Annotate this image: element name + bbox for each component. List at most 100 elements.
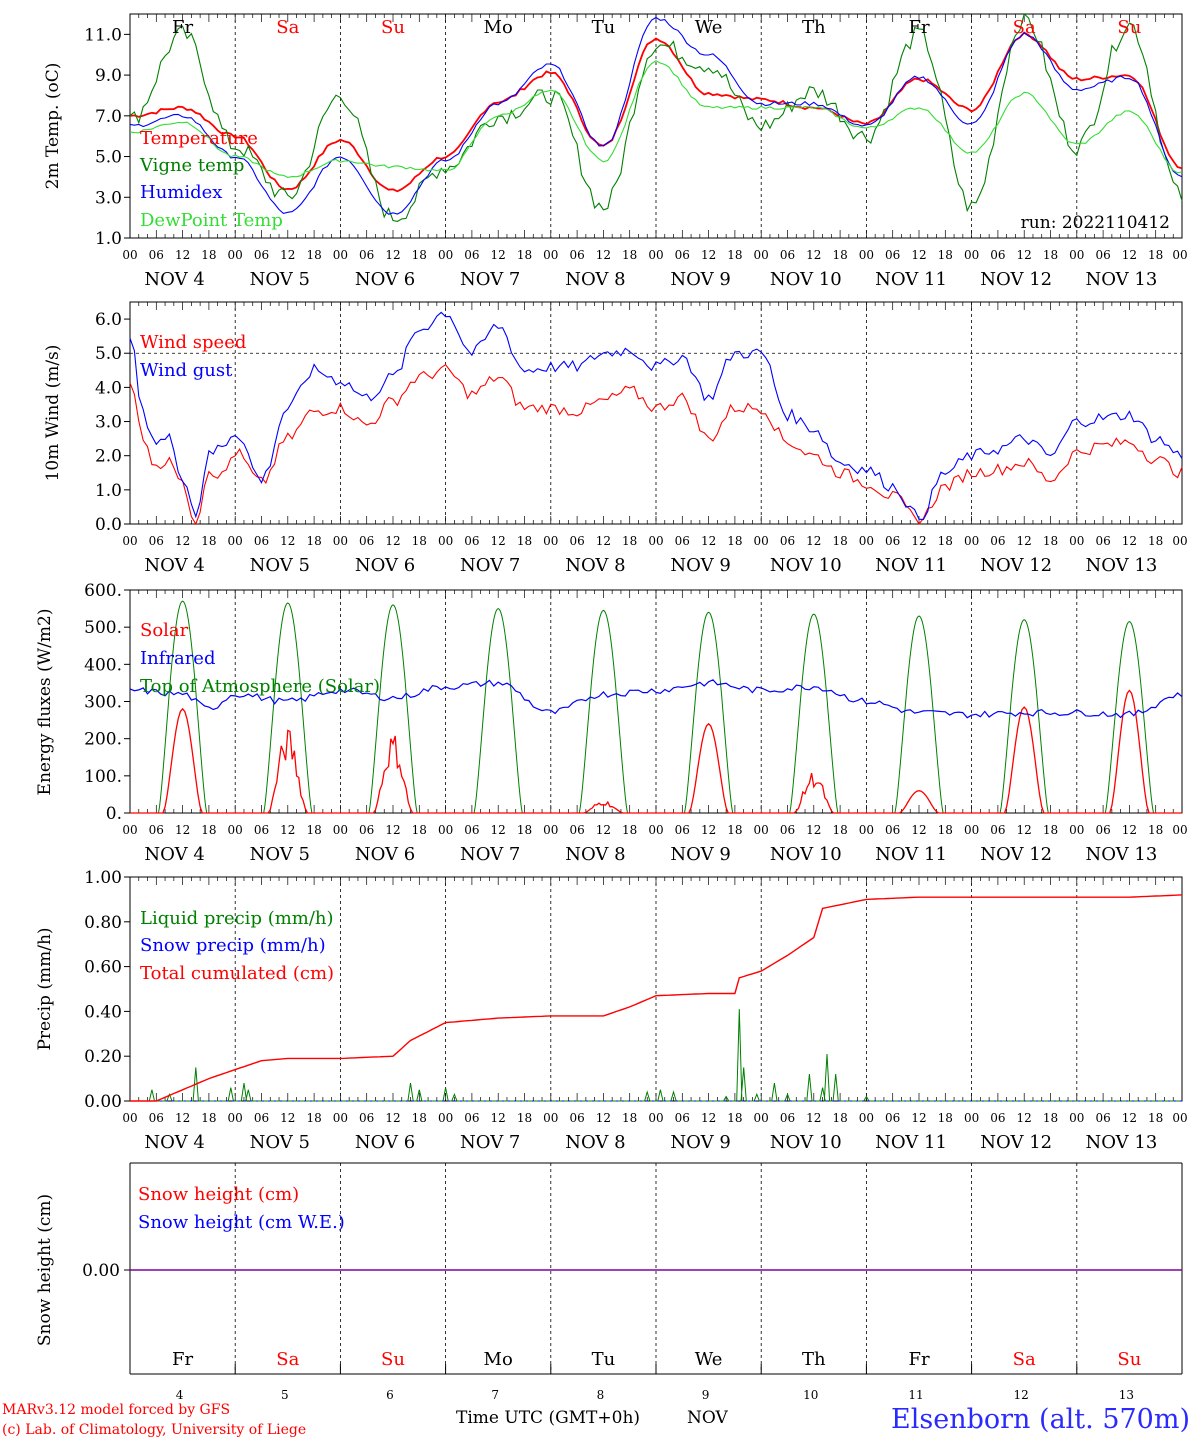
hour-tick-label: 00 xyxy=(1172,1111,1187,1125)
hour-tick-label: 12 xyxy=(175,1111,190,1125)
series-line xyxy=(129,16,1183,215)
hour-tick-label: 06 xyxy=(254,248,269,262)
footer-model: MARv3.12 model forced by GFS xyxy=(2,1402,230,1418)
hour-tick-label: 12 xyxy=(911,248,926,262)
footer-copyright: (c) Lab. of Climatology, University of L… xyxy=(2,1422,306,1438)
legend-solar: Solar xyxy=(140,620,189,641)
date-label: NOV 9 xyxy=(670,844,730,865)
series-line xyxy=(129,311,1183,521)
ytick-label: 1.0 xyxy=(95,481,122,501)
hour-tick-label: 18 xyxy=(306,248,321,262)
toa-curve xyxy=(894,615,944,814)
legend-vigne-temp: Vigne temp xyxy=(139,155,244,176)
hour-tick-label: 12 xyxy=(806,823,821,837)
day-name-label: Tu xyxy=(592,1349,616,1370)
hour-tick-label: 18 xyxy=(306,534,321,548)
hour-tick-label: 12 xyxy=(1122,1111,1137,1125)
wind-series xyxy=(129,311,1183,526)
date-label: NOV 11 xyxy=(875,555,947,576)
hour-tick-label: 18 xyxy=(1148,534,1163,548)
hour-tick-label: 12 xyxy=(596,534,611,548)
ytick-label: 5.0 xyxy=(95,344,122,364)
day-name-label: Sa xyxy=(1013,17,1036,38)
temp-day-labels: Fr Sa Su Mo Tu We Th Fr Sa Su xyxy=(172,17,1141,38)
ytick-label: 3.0 xyxy=(95,413,122,433)
hour-tick-label: 18 xyxy=(517,248,532,262)
temp-ylabel: 2m Temp. (oC) xyxy=(43,63,63,190)
hour-tick-label: 12 xyxy=(1017,823,1032,837)
legend-temperature: Temperature xyxy=(140,128,258,149)
hour-tick-label: 18 xyxy=(622,823,637,837)
hour-tick-label: 06 xyxy=(990,534,1005,548)
date-label: NOV 10 xyxy=(770,555,842,576)
hour-tick-label: 18 xyxy=(622,1111,637,1125)
hour-tick-label: 06 xyxy=(464,248,479,262)
footer: MARv3.12 model forced by GFS (c) Lab. of… xyxy=(2,1402,1190,1438)
snow-ytick-label: 0.00 xyxy=(82,1261,120,1281)
day-name-label: Su xyxy=(381,1349,405,1370)
date-label: NOV 8 xyxy=(565,269,625,290)
hour-tick-label: 00 xyxy=(1172,823,1187,837)
toa-curve xyxy=(473,608,523,814)
hour-tick-label: 18 xyxy=(1148,823,1163,837)
hour-tick-label: 12 xyxy=(1122,823,1137,837)
hour-tick-label: 00 xyxy=(438,1111,453,1125)
date-label: NOV 13 xyxy=(1085,555,1157,576)
ytick-label: 0.00 xyxy=(84,1092,122,1112)
day-name-label: Fr xyxy=(908,1349,929,1370)
date-label: NOV 6 xyxy=(355,844,415,865)
date-label: NOV 13 xyxy=(1085,844,1157,865)
hour-tick-label: 12 xyxy=(701,1111,716,1125)
date-label: NOV 5 xyxy=(250,555,310,576)
date-label: NOV 4 xyxy=(144,1132,204,1153)
hour-tick-label: 18 xyxy=(938,534,953,548)
hour-tick-label: 18 xyxy=(727,248,742,262)
precip-ylabel: Precip (mm/h) xyxy=(35,927,55,1050)
day-number-label: 5 xyxy=(281,1388,289,1402)
ytick-label: 7.0 xyxy=(95,107,122,127)
hour-tick-label: 00 xyxy=(122,823,137,837)
date-label: NOV 12 xyxy=(980,269,1052,290)
hour-tick-label: 00 xyxy=(648,248,663,262)
date-label: NOV 11 xyxy=(875,844,947,865)
hour-tick-label: 06 xyxy=(675,534,690,548)
hour-tick-label: 06 xyxy=(780,534,795,548)
hour-tick-label: 00 xyxy=(754,823,769,837)
hour-tick-label: 06 xyxy=(359,534,374,548)
hour-tick-label: 00 xyxy=(543,823,558,837)
hour-tick-label: 18 xyxy=(201,248,216,262)
run-annotation: run: 2022110412 xyxy=(1021,213,1170,233)
hour-tick-label: 12 xyxy=(491,1111,506,1125)
ytick-label: 4.0 xyxy=(95,378,122,398)
hour-tick-label: 00 xyxy=(438,248,453,262)
date-label: NOV 4 xyxy=(144,555,204,576)
day-number-label: 11 xyxy=(908,1388,923,1402)
snow-day-labels: Fr Sa Su Mo Tu We Th Fr Sa Su xyxy=(172,1349,1141,1370)
date-label: NOV 4 xyxy=(144,844,204,865)
hour-tick-label: 18 xyxy=(306,1111,321,1125)
hour-tick-label: 00 xyxy=(754,248,769,262)
day-number-label: 8 xyxy=(597,1388,605,1402)
snow-legend: Snow height (cm) Snow height (cm W.E.) xyxy=(138,1184,345,1233)
hour-tick-label: 00 xyxy=(1069,534,1084,548)
hour-tick-label: 06 xyxy=(359,823,374,837)
hour-tick-label: 00 xyxy=(122,248,137,262)
hour-tick-label: 12 xyxy=(491,534,506,548)
ytick-label: 200. xyxy=(84,730,122,750)
day-name-label: Su xyxy=(381,17,405,38)
day-name-label: Sa xyxy=(1013,1349,1036,1370)
hour-tick-label: 00 xyxy=(1069,248,1084,262)
day-name-label: Fr xyxy=(172,1349,193,1370)
hour-tick-label: 12 xyxy=(911,823,926,837)
hour-tick-label: 18 xyxy=(306,823,321,837)
hour-tick-label: 06 xyxy=(780,823,795,837)
wind-legend: Wind speed Wind gust xyxy=(140,332,246,381)
day-name-label: Mo xyxy=(484,1349,513,1370)
temp-legend: Temperature Vigne temp Humidex DewPoint … xyxy=(139,128,283,231)
total-cumulated-line xyxy=(130,894,1183,1102)
hour-tick-label: 18 xyxy=(1043,534,1058,548)
date-label: NOV 9 xyxy=(670,269,730,290)
hour-tick-label: 12 xyxy=(385,823,400,837)
hour-tick-label: 18 xyxy=(1043,823,1058,837)
ytick-label: 600. xyxy=(84,581,122,601)
